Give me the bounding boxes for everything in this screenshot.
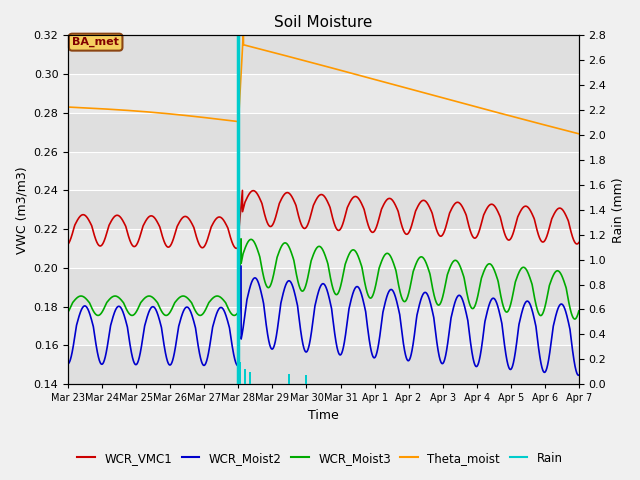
- Line: WCR_Moist3: WCR_Moist3: [68, 239, 579, 320]
- WCR_Moist3: [156, 305, 164, 311]
- WCR_Moist2: [305, 346, 312, 352]
- Bar: [244, 369, 246, 384]
- WCR_VMC1: [467, 229, 475, 235]
- WCR_VMC1: [156, 225, 164, 230]
- X-axis label: Time: Time: [308, 409, 339, 422]
- Bar: [68, 191, 579, 229]
- WCR_Moist3: [64, 309, 72, 315]
- WCR_Moist2: [575, 372, 582, 378]
- Theta_moist: [410, 87, 417, 93]
- WCR_Moist2: [237, 263, 245, 269]
- WCR_VMC1: [305, 220, 312, 226]
- Y-axis label: Rain (mm): Rain (mm): [612, 177, 625, 242]
- Theta_moist: [438, 95, 445, 100]
- Theta_moist: [467, 103, 474, 108]
- WCR_Moist2: [467, 340, 474, 346]
- Theta_moist: [575, 131, 582, 137]
- WCR_Moist3: [575, 310, 582, 315]
- Title: Soil Moisture: Soil Moisture: [275, 15, 372, 30]
- WCR_Moist3: [467, 304, 475, 310]
- Bar: [249, 372, 252, 384]
- Theta_moist: [156, 110, 164, 116]
- Bar: [239, 362, 241, 384]
- WCR_VMC1: [438, 233, 445, 239]
- Theta_moist: [64, 104, 72, 110]
- Bar: [68, 113, 579, 152]
- WCR_Moist3: [438, 297, 445, 303]
- WCR_Moist3: [575, 308, 582, 314]
- WCR_Moist2: [575, 372, 582, 378]
- Bar: [68, 307, 579, 346]
- Theta_moist: [239, 29, 247, 35]
- Y-axis label: VWC (m3/m3): VWC (m3/m3): [15, 166, 28, 253]
- Bar: [68, 268, 579, 307]
- WCR_Moist3: [305, 272, 312, 278]
- WCR_VMC1: [239, 188, 246, 193]
- WCR_VMC1: [232, 245, 240, 251]
- Bar: [68, 229, 579, 268]
- Text: BA_met: BA_met: [72, 37, 119, 48]
- WCR_Moist3: [410, 268, 417, 274]
- Theta_moist: [305, 59, 312, 64]
- WCR_Moist2: [64, 361, 72, 367]
- WCR_Moist2: [410, 339, 417, 345]
- Line: WCR_VMC1: WCR_VMC1: [68, 191, 579, 248]
- Bar: [68, 74, 579, 113]
- WCR_Moist3: [235, 317, 243, 323]
- Bar: [289, 374, 291, 384]
- WCR_VMC1: [64, 241, 72, 247]
- Bar: [305, 375, 307, 384]
- Line: WCR_Moist2: WCR_Moist2: [68, 266, 579, 375]
- Bar: [68, 152, 579, 191]
- Bar: [68, 346, 579, 384]
- WCR_VMC1: [575, 240, 582, 245]
- WCR_Moist2: [575, 372, 582, 378]
- Line: Theta_moist: Theta_moist: [68, 32, 579, 134]
- Bar: [68, 36, 579, 74]
- Theta_moist: [575, 131, 582, 136]
- WCR_VMC1: [410, 216, 417, 221]
- WCR_Moist2: [156, 319, 164, 324]
- WCR_Moist2: [438, 360, 445, 366]
- WCR_Moist3: [237, 236, 245, 242]
- Legend: WCR_VMC1, WCR_Moist2, WCR_Moist3, Theta_moist, Rain: WCR_VMC1, WCR_Moist2, WCR_Moist3, Theta_…: [72, 447, 568, 469]
- WCR_VMC1: [575, 240, 582, 246]
